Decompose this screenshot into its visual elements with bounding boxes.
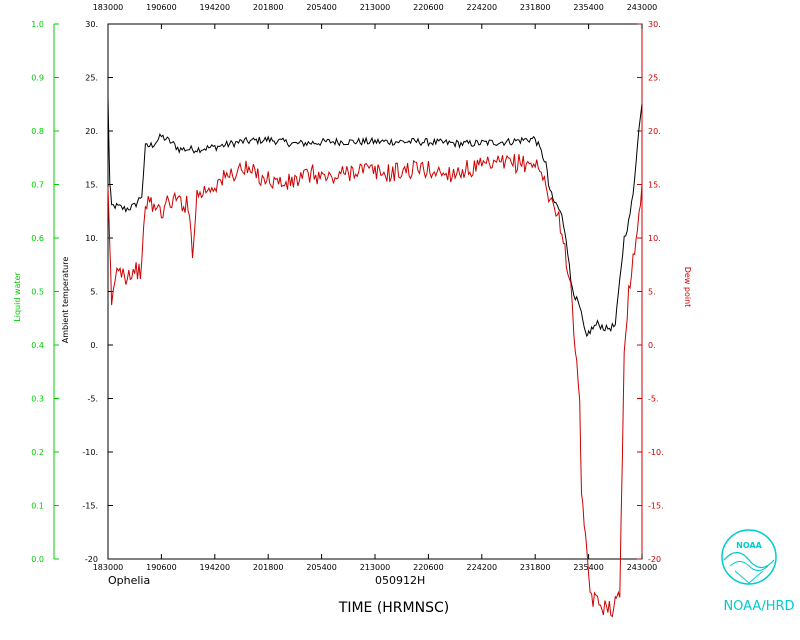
temperature-tick-label: 15. xyxy=(85,181,98,190)
noaa-logo: NOAA xyxy=(721,529,777,585)
x-axis-title: TIME (HRMNSC) xyxy=(338,600,449,616)
liquid-water-tick-label: 0.8 xyxy=(31,127,44,136)
x-tick-label-top: 194200 xyxy=(200,3,231,12)
dewpoint-tick-label: 5. xyxy=(648,288,656,297)
series-layer xyxy=(107,97,643,618)
liquid-water-tick-label: 0.6 xyxy=(31,234,44,243)
x-tick-label-top: 213000 xyxy=(360,3,391,12)
ticks-layer: 183000 183000 190600 190600 194200 194200 2018… xyxy=(31,3,663,572)
dewpoint-tick-label: 30. xyxy=(648,20,661,29)
liquid-water-tick-label: 0.2 xyxy=(31,448,44,457)
dewpoint-tick-label: 20. xyxy=(648,127,661,136)
x-tick-label: 213000 xyxy=(360,563,391,572)
x-tick-label-top: 201800 xyxy=(253,3,284,12)
logo-text: NOAA xyxy=(736,541,762,550)
temperature-tick-label: 30. xyxy=(85,20,98,29)
liquid-water-axis-title: Liquid water xyxy=(13,272,22,322)
x-tick-label: 183000 xyxy=(93,563,124,572)
x-tick-label-top: 190600 xyxy=(146,3,177,12)
liquid-water-tick-label: 1.0 xyxy=(31,20,44,29)
x-tick-label-top: 243000 xyxy=(627,3,658,12)
temperature-tick-label: -15. xyxy=(82,502,98,511)
dewpoint-tick-label: -10. xyxy=(648,448,664,457)
storm-name-label: Ophelia xyxy=(108,574,150,587)
x-tick-label: 231800 xyxy=(520,563,551,572)
ambient-temperature-line xyxy=(107,97,643,338)
liquid-water-tick-label: 0.3 xyxy=(31,395,44,404)
org-label: NOAA/HRD xyxy=(723,599,794,614)
x-tick-label: 194200 xyxy=(200,563,231,572)
temperature-tick-label: 0. xyxy=(90,341,98,350)
x-tick-label-top: 224200 xyxy=(467,3,498,12)
x-tick-label-top: 205400 xyxy=(306,3,337,12)
liquid-water-tick-label: 0.7 xyxy=(31,181,44,190)
dewpoint-tick-label: -5. xyxy=(648,395,659,404)
liquid-water-tick-label: 0.0 xyxy=(31,555,44,564)
liquid-water-tick-label: 0.4 xyxy=(31,341,44,350)
dewpoint-tick-label: 25. xyxy=(648,74,661,83)
temperature-tick-label: -20 xyxy=(85,555,98,564)
x-tick-label: 243000 xyxy=(627,563,658,572)
temperature-tick-label: 5. xyxy=(90,288,98,297)
temperature-tick-label: 20. xyxy=(85,127,98,136)
x-tick-label: 190600 xyxy=(146,563,177,572)
dew-point-line xyxy=(107,153,643,618)
temperature-tick-label: -5. xyxy=(87,395,98,404)
dewpoint-tick-label: -20 xyxy=(648,555,661,564)
date-code-label: 050912H xyxy=(375,574,425,587)
x-tick-label-top: 235400 xyxy=(573,3,604,12)
x-tick-label: 205400 xyxy=(306,563,337,572)
liquid-water-tick-label: 0.1 xyxy=(31,502,44,511)
temperature-tick-label: -10. xyxy=(82,448,98,457)
x-tick-label-top: 231800 xyxy=(520,3,551,12)
temperature-tick-label: 10. xyxy=(85,234,98,243)
x-tick-label: 224200 xyxy=(467,563,498,572)
liquid-water-tick-label: 0.5 xyxy=(31,288,44,297)
x-tick-label: 201800 xyxy=(253,563,284,572)
x-tick-label-top: 220600 xyxy=(413,3,444,12)
temperature-tick-label: 25. xyxy=(85,74,98,83)
temperature-axis-title: Ambient temperature xyxy=(61,257,70,344)
liquid-water-tick-label: 0.9 xyxy=(31,74,44,83)
dewpoint-tick-label: -15. xyxy=(648,502,664,511)
dewpoint-axis-title: Dew point xyxy=(683,267,692,308)
dewpoint-tick-label: 10. xyxy=(648,234,661,243)
x-tick-label: 220600 xyxy=(413,563,444,572)
dewpoint-tick-label: 15. xyxy=(648,181,661,190)
plot-frame xyxy=(107,23,643,560)
x-tick-label-top: 183000 xyxy=(93,3,124,12)
dewpoint-tick-label: 0. xyxy=(648,341,656,350)
